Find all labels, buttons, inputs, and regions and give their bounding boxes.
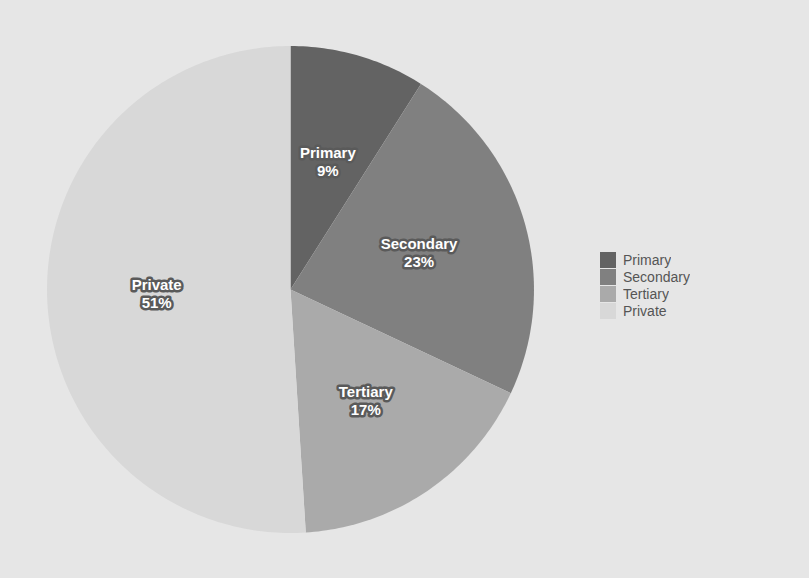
svg-text:Primary9%: Primary9%: [300, 144, 357, 179]
svg-text:Tertiary17%: Tertiary17%: [339, 383, 394, 418]
html-text:Secondary: Secondary: [623, 268, 690, 285]
svg-text:Secondary23%: Secondary23%: [381, 235, 458, 270]
html-text:Tertiary: Tertiary: [623, 285, 669, 302]
html-text:Private: Private: [623, 302, 667, 319]
html-text:Primary: Primary: [623, 251, 672, 268]
svg-text:Private51%: Private51%: [132, 276, 182, 311]
